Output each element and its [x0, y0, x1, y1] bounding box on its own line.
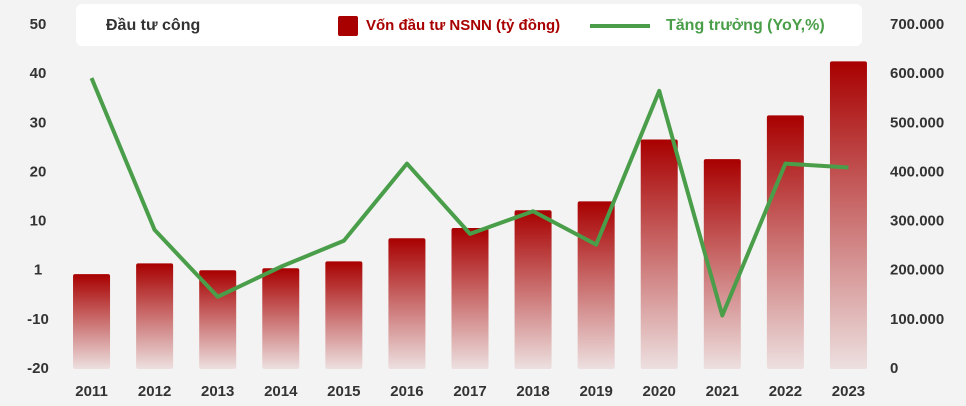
x-tick-label: 2018	[516, 383, 549, 400]
x-tick-label: 2023	[832, 383, 865, 400]
y2-tick-label: 400.000	[890, 163, 944, 180]
x-tick-label: 2017	[453, 383, 486, 400]
x-tick-label: 2022	[769, 383, 802, 400]
bar	[829, 61, 867, 369]
x-tick-label: 2014	[264, 383, 298, 400]
legend-label: Tăng trưởng (YoY,%)	[666, 17, 825, 34]
y-tick-label: 50	[30, 16, 47, 33]
y-tick-label: 40	[30, 65, 47, 82]
legend-swatch	[338, 16, 358, 36]
chart-title: Đầu tư công	[106, 17, 200, 34]
y2-tick-label: 500.000	[890, 114, 944, 131]
line	[89, 77, 849, 318]
y-tick-label: 30	[30, 114, 47, 131]
y-tick-label: 20	[30, 163, 47, 180]
y-tick-label: -10	[27, 311, 49, 328]
y2-tick-label: 300.000	[890, 213, 944, 230]
x-tick-label: 2019	[579, 383, 612, 400]
legend-box	[76, 4, 862, 46]
bar	[199, 270, 237, 369]
y2-tick-label: 200.000	[890, 262, 944, 279]
legend-label: Vốn đầu tư NSNN (tỷ đồng)	[366, 17, 560, 34]
x-tick-label: 2012	[138, 383, 171, 400]
y2-tick-label: 700.000	[890, 16, 944, 33]
x-tick-label: 2020	[643, 383, 676, 400]
bar	[388, 238, 426, 369]
bar	[514, 210, 552, 369]
y2-tick-label: 100.000	[890, 311, 944, 328]
x-tick-label: 2015	[327, 383, 360, 400]
x-tick-label: 2021	[706, 383, 739, 400]
bar	[136, 263, 174, 369]
bar	[703, 159, 741, 369]
y2-tick-label: 0	[890, 360, 898, 377]
y-tick-label: 1	[34, 262, 42, 279]
y2-tick-label: 600.000	[890, 65, 944, 82]
bar	[451, 227, 489, 369]
bar	[262, 268, 300, 369]
bar	[766, 115, 804, 370]
bar	[577, 201, 615, 369]
y-tick-label: 10	[30, 213, 47, 230]
bar	[73, 274, 111, 369]
x-tick-label: 2013	[201, 383, 234, 400]
bar	[640, 139, 678, 369]
y-tick-label: -20	[27, 360, 49, 377]
x-tick-label: 2011	[75, 383, 108, 400]
bar	[325, 261, 363, 369]
x-tick-label: 2016	[390, 383, 423, 400]
